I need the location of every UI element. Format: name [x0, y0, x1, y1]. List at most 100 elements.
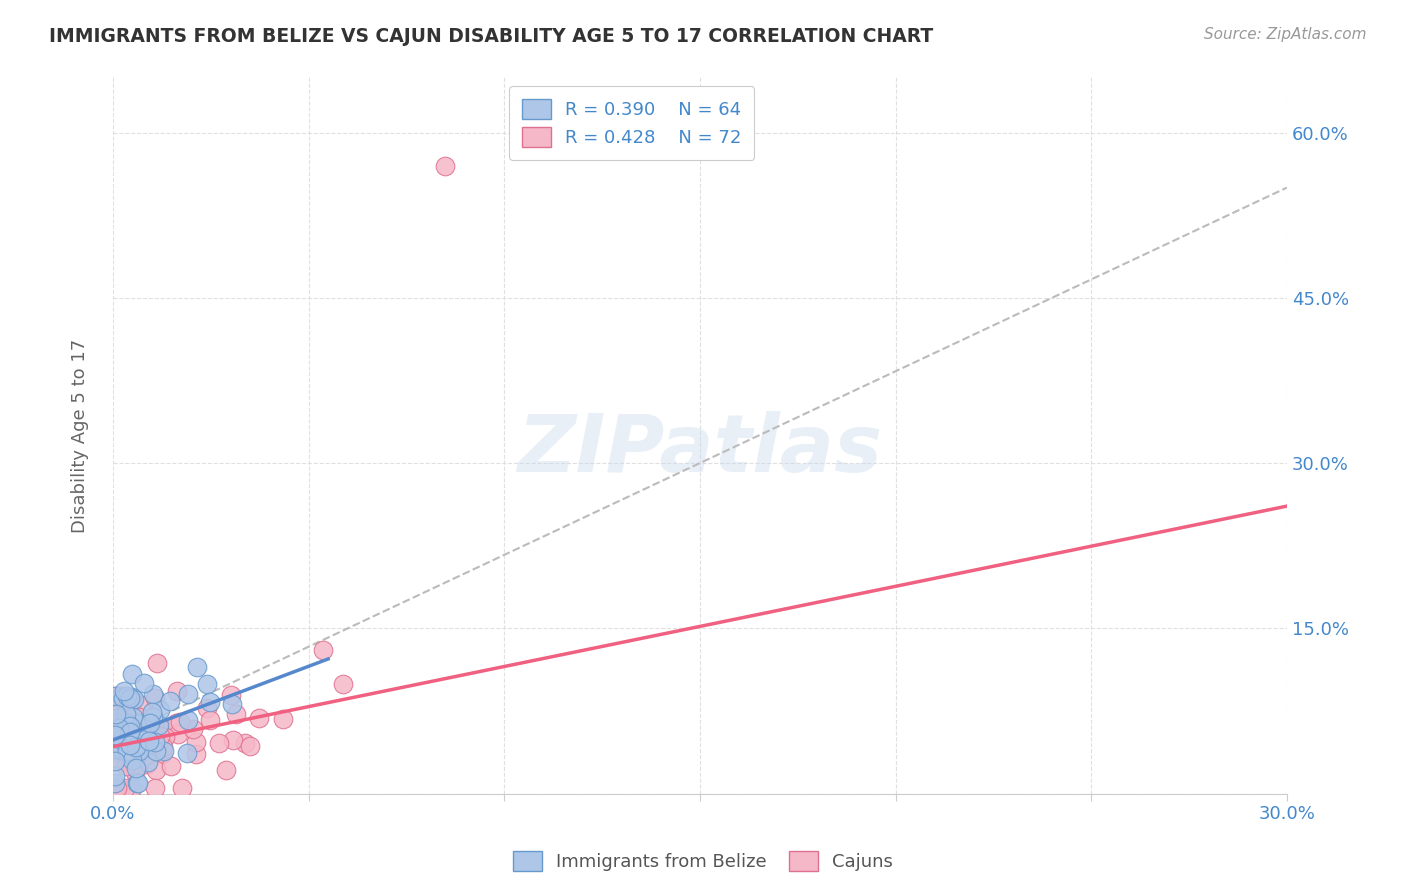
Point	[120, 732, 142, 747]
Point	[195, 700, 218, 714]
Point	[122, 706, 145, 721]
Point	[122, 710, 145, 724]
Point	[198, 714, 221, 728]
Point	[104, 728, 127, 742]
Point	[117, 739, 139, 753]
Point	[118, 737, 141, 751]
Point	[184, 735, 207, 749]
Point	[122, 692, 145, 706]
Point	[105, 781, 128, 796]
Point	[104, 723, 127, 738]
Point	[114, 734, 136, 748]
Point	[121, 666, 143, 681]
Point	[115, 759, 138, 773]
Point	[332, 676, 354, 690]
Point	[145, 744, 167, 758]
Point	[155, 731, 177, 745]
Point	[120, 725, 142, 739]
Point	[139, 716, 162, 731]
Point	[165, 716, 187, 731]
Point	[117, 708, 139, 723]
Point	[125, 761, 148, 775]
Point	[153, 744, 176, 758]
Point	[239, 739, 262, 754]
Point	[221, 697, 243, 711]
Point	[121, 781, 143, 796]
Point	[208, 736, 231, 750]
Point	[131, 746, 153, 760]
Point	[141, 705, 163, 719]
Point	[125, 715, 148, 730]
Point	[108, 747, 131, 762]
Point	[108, 781, 131, 796]
Point	[159, 694, 181, 708]
Point	[135, 732, 157, 747]
Point	[104, 717, 127, 731]
Point	[122, 709, 145, 723]
Point	[105, 710, 128, 724]
Point	[167, 727, 190, 741]
Point	[117, 742, 139, 756]
Text: ZIPatlas: ZIPatlas	[517, 411, 883, 489]
Point	[107, 717, 129, 731]
Point	[105, 689, 128, 703]
Point	[117, 755, 139, 769]
Point	[128, 710, 150, 724]
Point	[145, 763, 167, 777]
Point	[215, 763, 238, 777]
Y-axis label: Disability Age 5 to 17: Disability Age 5 to 17	[72, 338, 89, 533]
Point	[149, 730, 172, 744]
Point	[138, 733, 160, 747]
Point	[134, 676, 156, 690]
Point	[112, 684, 135, 698]
Point	[148, 718, 170, 732]
Point	[312, 643, 335, 657]
Point	[150, 747, 173, 762]
Point	[186, 660, 208, 674]
Point	[111, 734, 134, 748]
Point	[118, 690, 141, 705]
Point	[145, 691, 167, 706]
Point	[111, 733, 134, 747]
Point	[219, 688, 242, 702]
Point	[121, 745, 143, 759]
Point	[115, 715, 138, 730]
Point	[131, 715, 153, 730]
Point	[125, 739, 148, 754]
Point	[136, 757, 159, 772]
Point	[143, 781, 166, 796]
Point	[120, 748, 142, 763]
Point	[112, 691, 135, 706]
Point	[120, 740, 142, 755]
Point	[117, 689, 139, 703]
Point	[222, 732, 245, 747]
Point	[127, 740, 149, 755]
Point	[111, 718, 134, 732]
Point	[104, 769, 127, 783]
Point	[124, 748, 146, 763]
Point	[104, 775, 127, 789]
Point	[434, 159, 457, 173]
Point	[125, 775, 148, 789]
Point	[110, 753, 132, 767]
Point	[104, 720, 127, 734]
Point	[181, 722, 204, 736]
Point	[121, 753, 143, 767]
Point	[142, 687, 165, 701]
Point	[104, 781, 127, 796]
Point	[104, 706, 127, 721]
Point	[169, 714, 191, 729]
Text: IMMIGRANTS FROM BELIZE VS CAJUN DISABILITY AGE 5 TO 17 CORRELATION CHART: IMMIGRANTS FROM BELIZE VS CAJUN DISABILI…	[49, 27, 934, 45]
Point	[136, 728, 159, 742]
Point	[118, 738, 141, 752]
Point	[155, 722, 177, 736]
Point	[124, 765, 146, 780]
Point	[110, 739, 132, 753]
Point	[111, 738, 134, 752]
Point	[186, 747, 208, 761]
Point	[128, 744, 150, 758]
Point	[110, 731, 132, 745]
Point	[127, 775, 149, 789]
Point	[118, 719, 141, 733]
Point	[115, 707, 138, 722]
